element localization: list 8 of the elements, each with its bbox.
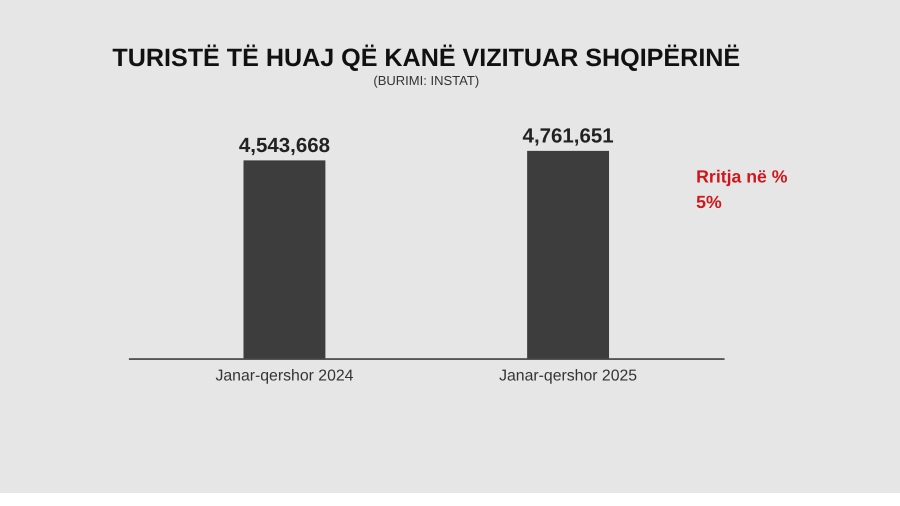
chart-subtitle: (BURIMI: INSTAT) bbox=[373, 72, 480, 88]
annotation: 5% bbox=[696, 192, 722, 212]
chart-title: TURISTË TË HUAJ QË KANË VIZITUAR SHQIPËRINË bbox=[112, 44, 740, 72]
data-label: 4,543,668 bbox=[238, 134, 330, 158]
x-tick-label: Janar-qershor 2025 bbox=[499, 368, 638, 385]
annotation: Rritja në % bbox=[696, 166, 788, 187]
x-tick-label: Janar-qershor 2024 bbox=[215, 368, 354, 385]
data-label: 4,761,651 bbox=[522, 124, 614, 148]
